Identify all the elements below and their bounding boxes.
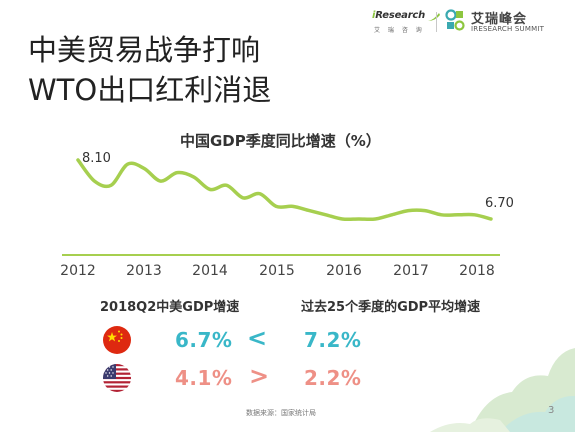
data-point: [473, 213, 476, 216]
x-tick-label: 2014: [192, 263, 228, 279]
data-point: [291, 205, 294, 208]
data-point: [357, 217, 360, 221]
data-point: [407, 209, 410, 212]
data-point: [275, 205, 278, 208]
usa-flag-icon: [103, 364, 131, 392]
slide-title-line-2: WTO出口红利消退: [28, 73, 272, 107]
data-point: [324, 213, 327, 216]
usa-average-growth: 2.2%: [304, 366, 362, 390]
comparison-right-heading: 过去25个季度的GDP平均增速: [301, 300, 481, 315]
data-point: [341, 217, 344, 221]
summit-mark-icon: [445, 9, 465, 31]
data-point: [126, 163, 129, 166]
data-point: [192, 175, 195, 179]
data-point: [308, 209, 311, 212]
first-value-label: 8.10: [82, 151, 111, 166]
iresearch-logo: iResearch 艾 瑞 咨 询: [372, 10, 450, 36]
summit-logo: 艾瑞峰会 IRESEARCH SUMMIT: [445, 8, 570, 36]
data-point: [159, 179, 162, 183]
data-point: [225, 184, 228, 187]
usa-current-growth: 4.1%: [175, 366, 233, 390]
page-number: 3: [548, 405, 555, 416]
data-point: [109, 184, 113, 187]
x-tick-label: 2015: [259, 263, 295, 279]
logo-divider: [436, 12, 437, 32]
summit-logo-en: IRESEARCH SUMMIT: [471, 25, 545, 33]
x-tick-label: 2017: [393, 263, 429, 279]
x-tick-label: 2018: [459, 263, 495, 279]
last-value-label: 6.70: [485, 196, 514, 211]
data-point: [374, 217, 377, 221]
china-flag-icon: [103, 326, 131, 354]
iresearch-logo-word: Research: [375, 10, 426, 21]
data-point: [93, 179, 96, 183]
data-point: [489, 217, 493, 221]
data-point: [423, 209, 427, 212]
chart-title: 中国GDP季度同比增速（%）: [180, 132, 381, 150]
china-current-growth: 6.7%: [175, 328, 233, 352]
data-point: [456, 213, 460, 216]
swoosh-icon: [428, 13, 440, 21]
comparison-left-heading: 2018Q2中美GDP增速: [100, 300, 240, 315]
data-source: 数据来源：国家统计局: [246, 409, 316, 417]
slide-title-line-1: 中美贸易战争打响: [28, 33, 261, 67]
iresearch-logo-sub: 艾 瑞 咨 询: [374, 27, 425, 34]
data-point: [76, 158, 80, 162]
x-tick-label: 2013: [126, 263, 162, 279]
slide-title: 中美贸易战争打响 WTO出口红利消退: [28, 30, 271, 110]
gdp-growth-series-line: [76, 158, 493, 222]
data-point: [258, 192, 261, 195]
iresearch-logo-prefix: i: [372, 10, 376, 21]
summit-logo-cn: 艾瑞峰会: [471, 12, 528, 27]
x-tick-label: 2012: [60, 263, 96, 279]
china-average-growth: 7.2%: [304, 328, 362, 352]
usa-comparison-operator: >: [249, 362, 270, 390]
data-point: [440, 213, 443, 216]
x-tick-label: 2016: [326, 263, 362, 279]
data-point: [242, 196, 245, 200]
china-comparison-operator: <: [247, 324, 268, 352]
data-point: [142, 167, 146, 170]
data-point: [209, 188, 212, 191]
data-point: [390, 213, 394, 216]
data-point: [175, 171, 179, 174]
